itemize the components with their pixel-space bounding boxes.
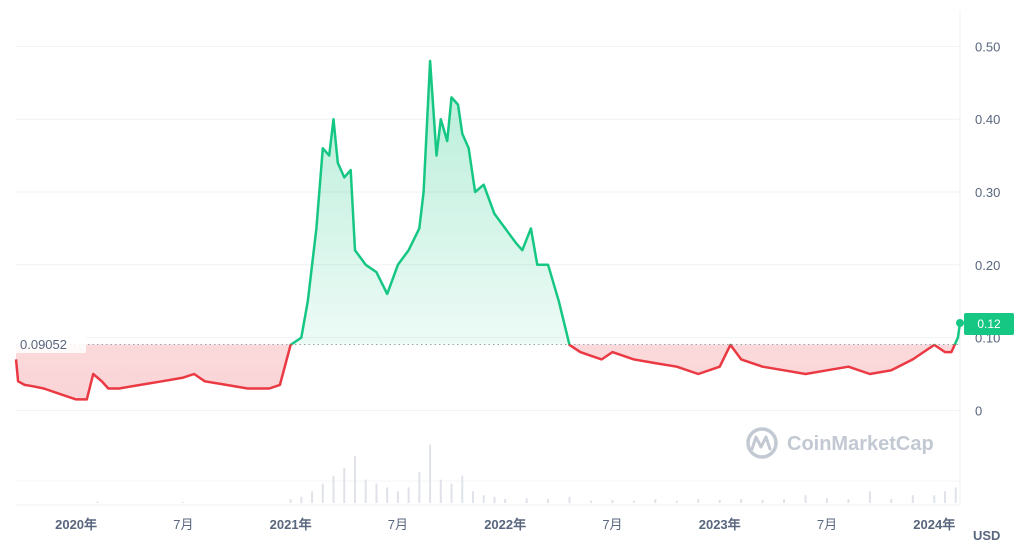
volume-bar: [611, 499, 614, 503]
volume-bar: [675, 500, 678, 503]
volume-bar: [654, 499, 657, 503]
x-tick-label: 7月: [817, 517, 837, 532]
current-price-badge[interactable]: 0.12: [964, 313, 1014, 335]
current-price-label: 0.12: [977, 317, 1001, 331]
volume-bar: [493, 496, 496, 503]
area-below-reference: [16, 344, 960, 400]
volume-bar: [804, 495, 807, 503]
price-area-fills: [16, 61, 960, 400]
watermark: CoinMarketCap: [746, 427, 934, 459]
volume-bar: [525, 498, 528, 503]
volume-bar: [933, 495, 936, 503]
volume-bar: [439, 479, 442, 503]
y-tick-label: 0: [975, 403, 982, 418]
volume-bar: [954, 487, 957, 503]
volume-bar: [632, 500, 635, 503]
current-price-dot: [956, 319, 964, 328]
volume-bar: [482, 495, 485, 503]
volume-bar: [386, 487, 389, 503]
volume-bar: [718, 499, 721, 503]
x-tick-label: 7月: [388, 517, 408, 532]
volume-bar: [450, 483, 453, 503]
volume-bar: [182, 502, 185, 503]
y-tick-label: 0.50: [975, 39, 1000, 54]
gridlines: [16, 10, 961, 506]
reference-price-label: 0.09052: [20, 337, 67, 352]
volume-bar: [396, 491, 399, 503]
volume-bar: [783, 499, 786, 503]
price-lines: [14, 59, 962, 401]
volume-bar: [429, 444, 432, 503]
volume-bar: [890, 499, 893, 503]
x-tick-label: 7月: [173, 517, 193, 532]
watermark-text: CoinMarketCap: [787, 433, 934, 455]
volume-bar: [332, 475, 335, 503]
coinmarketcap-logo-icon: [746, 427, 778, 459]
volume-bar: [321, 483, 324, 503]
volume-bar: [364, 479, 367, 503]
volume-bar: [547, 499, 550, 503]
y-tick-label: 0.30: [975, 185, 1000, 200]
x-tick-label: 2021年: [270, 517, 312, 532]
x-tick-label: 2023年: [699, 517, 741, 532]
price-line-above: [289, 59, 962, 345]
volume-bar: [943, 491, 946, 503]
y-axis: 0.500.400.300.200.100: [975, 39, 1000, 418]
x-tick-label: 2022年: [484, 517, 526, 532]
volume-bar: [761, 499, 764, 503]
x-tick-label: 7月: [602, 517, 622, 532]
volume-bar: [461, 475, 464, 503]
volume-bar: [504, 499, 507, 503]
volume-bar: [471, 491, 474, 503]
currency-unit-label: USD: [973, 528, 1000, 543]
volume-bar: [697, 499, 700, 503]
volume-bar: [407, 487, 410, 503]
volume-bar: [825, 498, 828, 503]
volume-bar: [740, 499, 743, 503]
volume-bar: [911, 495, 914, 503]
volume-bar: [589, 500, 592, 503]
x-tick-label: 2024年: [913, 517, 955, 532]
price-line-below: [14, 344, 957, 401]
volume-bar: [300, 496, 303, 503]
volume-bars: [96, 444, 957, 503]
volume-bar: [375, 483, 378, 503]
volume-bar: [568, 496, 571, 503]
y-tick-label: 0.20: [975, 258, 1000, 273]
volume-bar: [847, 499, 850, 503]
x-axis: 2020年 7月 2021年 7月 2022年 7月 2023年 7月 2024年: [55, 517, 955, 532]
reference-label-bg: [16, 335, 86, 353]
volume-bar: [289, 499, 292, 503]
volume-bar: [96, 501, 99, 503]
volume-bar: [343, 467, 346, 503]
volume-bar: [353, 456, 356, 503]
area-above-reference: [291, 61, 960, 345]
volume-bar: [311, 491, 314, 503]
volume-bar: [868, 491, 871, 503]
current-price-badge-bg: [964, 313, 1014, 335]
volume-bar: [418, 471, 421, 503]
y-tick-label: 0.40: [975, 112, 1000, 127]
x-tick-label: 2020年: [55, 517, 97, 532]
